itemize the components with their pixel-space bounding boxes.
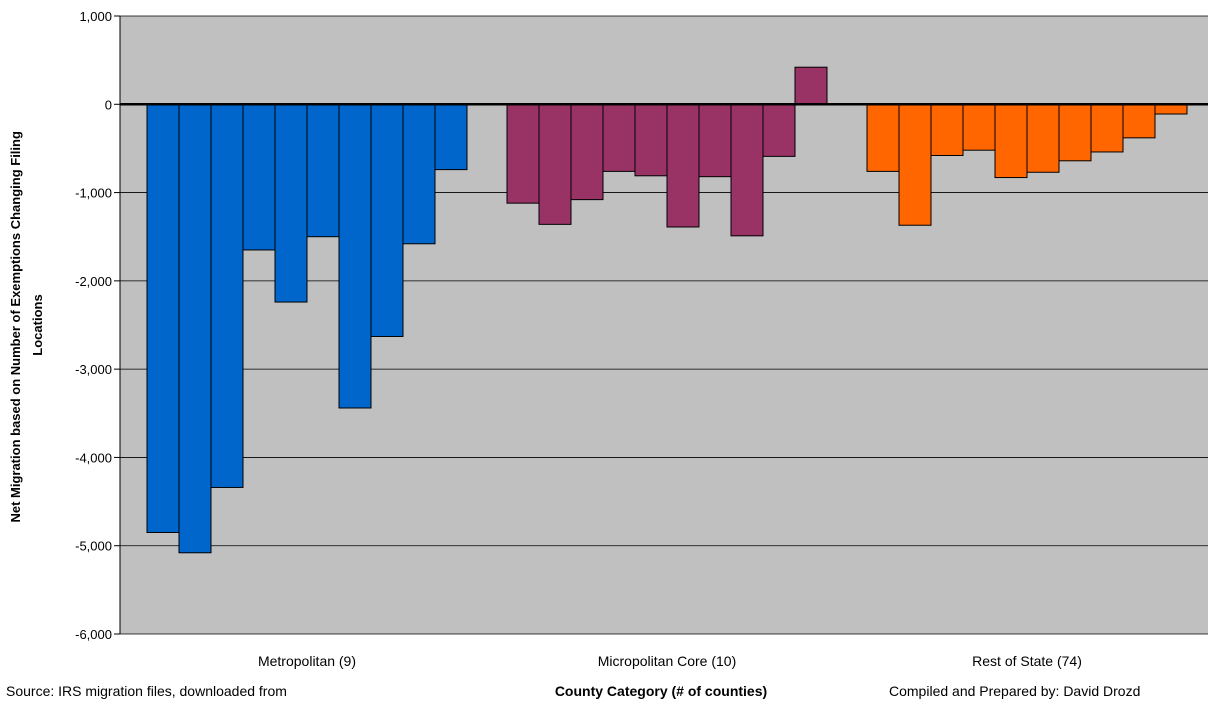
bar: [762, 103, 796, 157]
bar: [434, 103, 468, 171]
y-axis-label: Net Migration based on Number of Exempti…: [8, 127, 45, 522]
bar: [402, 103, 436, 245]
y-tick-label: 1,000: [79, 9, 112, 24]
category-label: Rest of State (74): [972, 653, 1082, 669]
bar: [242, 103, 276, 251]
y-tick-label: -3,000: [75, 362, 112, 377]
bar: [666, 103, 700, 228]
bar: [698, 103, 732, 178]
y-axis-label-line2: Locations: [30, 294, 45, 355]
x-axis-label: County Category (# of counties): [555, 683, 767, 699]
bar: [962, 103, 996, 151]
bar: [898, 103, 932, 226]
y-axis-label-line1: Net Migration based on Number of Exempti…: [8, 131, 23, 523]
bar: [794, 66, 828, 105]
bar: [506, 103, 540, 204]
bar: [146, 103, 180, 533]
bar: [274, 103, 308, 303]
compiled-note: Compiled and Prepared by: David Drozd: [889, 683, 1140, 699]
y-tick-label: -4,000: [75, 450, 112, 465]
bar: [730, 103, 764, 237]
category-labels: Metropolitan (9) Micropolitan Core (10) Re…: [258, 653, 1082, 669]
bar: [1154, 103, 1188, 115]
bar: [370, 103, 404, 337]
y-axis-ticks: 1,000 0 -1,000 -2,000 -3,000 -4,000 -5,000 -6,0…: [75, 9, 120, 642]
category-label: Metropolitan (9): [258, 653, 356, 669]
bar: [306, 103, 340, 238]
bar: [602, 103, 636, 172]
source-note: Source: IRS migration files, downloaded …: [6, 683, 287, 699]
y-tick-label: 0: [105, 97, 112, 112]
bar: [210, 103, 244, 488]
bar: [570, 103, 604, 201]
y-tick-label: -6,000: [75, 627, 112, 642]
bar: [1090, 103, 1124, 153]
bar: [338, 103, 372, 409]
bar: [1026, 103, 1060, 173]
bars: [146, 66, 1188, 554]
bar: [1058, 103, 1092, 162]
bar: [538, 103, 572, 225]
bar: [1122, 103, 1156, 139]
bar: [634, 103, 668, 177]
bar: [930, 103, 964, 156]
bar: [178, 103, 212, 554]
category-label: Micropolitan Core (10): [598, 653, 737, 669]
y-tick-label: -1,000: [75, 186, 112, 201]
bar: [994, 103, 1028, 179]
bar: [866, 103, 900, 172]
y-tick-label: -5,000: [75, 539, 112, 554]
y-tick-label: -2,000: [75, 274, 112, 289]
